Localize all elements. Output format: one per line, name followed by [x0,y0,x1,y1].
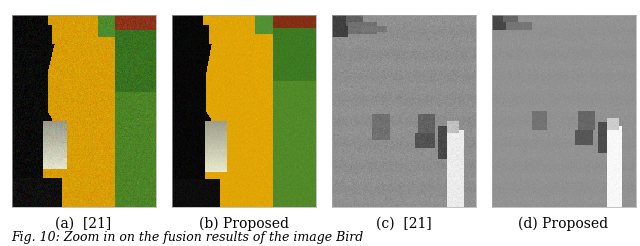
Text: (b) Proposed: (b) Proposed [198,217,289,231]
Text: (a)  [21]: (a) [21] [56,217,111,231]
Text: Fig. 10: Zoom in on the fusion results of the image Bird: Fig. 10: Zoom in on the fusion results o… [12,231,364,244]
Text: (c)  [21]: (c) [21] [376,217,431,231]
Text: (d) Proposed: (d) Proposed [518,217,609,231]
